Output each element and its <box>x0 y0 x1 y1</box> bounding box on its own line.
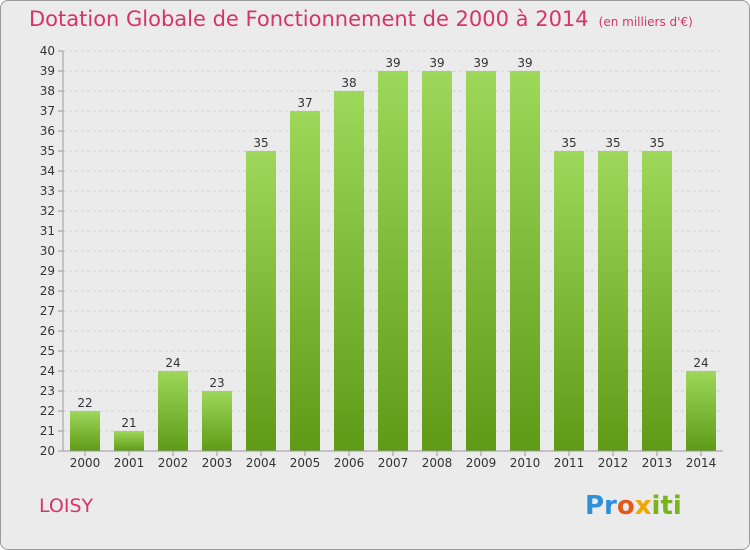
bar-2005 <box>290 111 320 451</box>
bar-2002 <box>158 371 188 451</box>
y-tick-label: 24 <box>40 364 55 378</box>
x-tick-label: 2013 <box>642 456 673 470</box>
x-tick-label: 2000 <box>70 456 101 470</box>
y-tick-label: 39 <box>40 64 55 78</box>
y-tick-label: 21 <box>40 424 55 438</box>
y-tick-label: 31 <box>40 224 55 238</box>
x-axis: 2000 2001 2002 2003 2004 2005 2006 2007 2008 2009… <box>63 450 723 470</box>
x-tick-label: 2014 <box>686 456 717 470</box>
bar-2006 <box>334 91 364 451</box>
x-tick-label: 2005 <box>290 456 321 470</box>
x-tick-label: 2011 <box>554 456 585 470</box>
x-tick-label: 2002 <box>158 456 189 470</box>
bar-2010 <box>510 71 540 451</box>
x-tick-label: 2009 <box>466 456 497 470</box>
bar-value-label: 39 <box>473 56 488 70</box>
proxiti-logo: Proxiti <box>585 491 682 521</box>
bar-value-label: 37 <box>297 96 312 110</box>
bar-2014 <box>686 371 716 451</box>
y-tick-label: 40 <box>40 44 55 58</box>
x-tick-label: 2006 <box>334 456 365 470</box>
y-tick-label: 32 <box>40 204 55 218</box>
y-tick-label: 22 <box>40 404 55 418</box>
x-tick-label: 2012 <box>598 456 629 470</box>
chart-title: Dotation Globale de Fonctionnement de 20… <box>29 7 693 31</box>
y-tick-label: 35 <box>40 144 55 158</box>
bar-value-label: 24 <box>693 356 708 370</box>
bar-value-label: 39 <box>517 56 532 70</box>
y-tick-label: 33 <box>40 184 55 198</box>
y-tick-label: 37 <box>40 104 55 118</box>
y-tick-label: 27 <box>40 304 55 318</box>
x-tick-label: 2001 <box>114 456 145 470</box>
chart-title-text: Dotation Globale de Fonctionnement de 20… <box>29 7 589 31</box>
bar-value-label: 39 <box>385 56 400 70</box>
y-tick-label: 29 <box>40 264 55 278</box>
y-axis: 20 21 22 23 24 25 26 27 28 29 30 31 32 33 34 35 36 37 38 39… <box>40 44 64 458</box>
y-tick-label: 34 <box>40 164 55 178</box>
chart-unit-note: (en milliers d'€) <box>598 15 693 29</box>
y-tick-label: 26 <box>40 324 55 338</box>
y-tick-label: 36 <box>40 124 55 138</box>
y-tick-label: 30 <box>40 244 55 258</box>
bar-2012 <box>598 151 628 451</box>
bar-value-label: 35 <box>649 136 664 150</box>
bar-value-label: 24 <box>165 356 180 370</box>
bars: 22 21 24 23 35 37 38 39 39 39 39 35 35 35 24 <box>70 56 716 451</box>
bar-value-label: 39 <box>429 56 444 70</box>
y-tick-label: 25 <box>40 344 55 358</box>
bar-2003 <box>202 391 232 451</box>
x-tick-label: 2003 <box>202 456 233 470</box>
city-name: LOISY <box>39 495 94 517</box>
bar-value-label: 35 <box>253 136 268 150</box>
bar-value-label: 38 <box>341 76 356 90</box>
x-tick-label: 2010 <box>510 456 541 470</box>
bar-2000 <box>70 411 100 451</box>
bar-value-label: 35 <box>605 136 620 150</box>
y-tick-label: 20 <box>40 444 55 458</box>
bar-2004 <box>246 151 276 451</box>
x-tick-label: 2007 <box>378 456 409 470</box>
bar-2009 <box>466 71 496 451</box>
bar-2011 <box>554 151 584 451</box>
x-tick-label: 2008 <box>422 456 453 470</box>
y-tick-label: 28 <box>40 284 55 298</box>
bar-value-label: 21 <box>121 416 136 430</box>
bar-2001 <box>114 431 144 451</box>
bar-value-label: 23 <box>209 376 224 390</box>
y-tick-label: 23 <box>40 384 55 398</box>
bar-2007 <box>378 71 408 451</box>
bar-2008 <box>422 71 452 451</box>
x-tick-label: 2004 <box>246 456 277 470</box>
bar-value-label: 35 <box>561 136 576 150</box>
bar-2013 <box>642 151 672 451</box>
y-tick-label: 38 <box>40 84 55 98</box>
bar-value-label: 22 <box>77 396 92 410</box>
